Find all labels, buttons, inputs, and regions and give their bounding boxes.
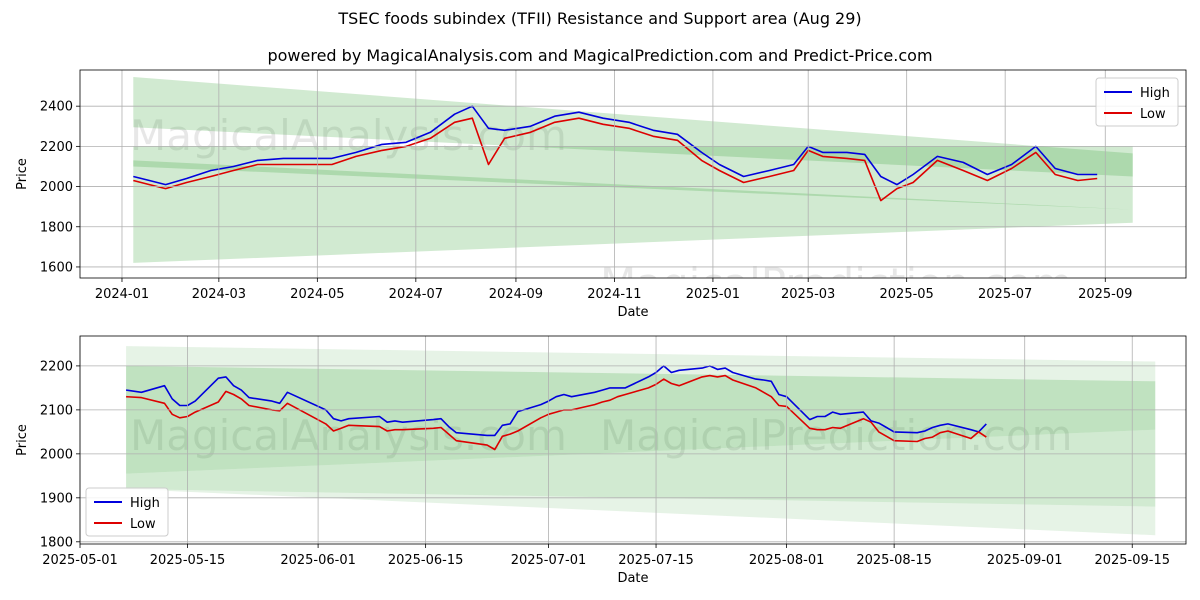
- x-tick-label: 2025-08-01: [749, 553, 825, 568]
- support-resistance-band: [126, 489, 1156, 536]
- x-tick-label: 2024-01: [95, 287, 149, 302]
- legend: High Low: [1095, 77, 1179, 127]
- legend-label-low: Low: [1140, 107, 1166, 122]
- x-tick-label: 2025-09: [1078, 287, 1132, 302]
- legend: High Low: [85, 487, 169, 537]
- x-axis-label: Date: [617, 571, 648, 586]
- y-tick-label: 2100: [40, 403, 73, 418]
- watermark-text: MagicalPrediction.com: [600, 411, 1073, 460]
- y-tick-label: 2200: [40, 140, 73, 155]
- chart-title: TSEC foods subindex (TFII) Resistance an…: [338, 9, 862, 28]
- y-tick-label: 1800: [40, 535, 73, 550]
- x-tick-label: 2025-09-15: [1094, 553, 1170, 568]
- watermark-text: MagicalAnalysis.com: [130, 111, 567, 160]
- support-resistance-band: [133, 146, 1133, 263]
- chart-panel-1: MagicalAnalysis.com MagicalPrediction.com…: [15, 69, 1187, 320]
- x-tick-label: 2025-03: [781, 287, 835, 302]
- x-tick-label: 2024-03: [192, 287, 246, 302]
- x-tick-label: 2025-05: [880, 287, 934, 302]
- y-tick-label: 2400: [40, 100, 73, 115]
- x-tick-label: 2025-05-01: [42, 553, 118, 568]
- x-tick-label: 2024-11: [587, 287, 641, 302]
- series-line-high: [133, 105, 1098, 186]
- y-tick-label: 1800: [40, 220, 73, 235]
- x-tick-label: 2025-06-01: [280, 553, 356, 568]
- chart-panel-2: MagicalAnalysis.com MagicalPrediction.com…: [15, 335, 1187, 586]
- support-resistance-band: [126, 365, 1156, 474]
- x-tick-label: 2025-01: [686, 287, 740, 302]
- x-tick-label: 2024-07: [389, 287, 443, 302]
- x-tick-label: 2025-05-15: [150, 553, 226, 568]
- chart-subtitle: powered by MagicalAnalysis.com and Magic…: [267, 46, 933, 65]
- x-axis-label: Date: [617, 305, 648, 320]
- support-resistance-band: [126, 346, 1156, 382]
- y-tick-label: 1600: [40, 260, 73, 275]
- y-axis-label: Price: [15, 158, 30, 190]
- series-line-high: [125, 365, 987, 437]
- x-tick-label: 2024-05: [290, 287, 344, 302]
- x-tick-label: 2025-09-01: [987, 553, 1063, 568]
- x-tick-label: 2024-09: [489, 287, 543, 302]
- support-resistance-band: [133, 77, 1133, 177]
- y-tick-label: 2000: [40, 180, 73, 195]
- y-tick-label: 1900: [40, 491, 73, 506]
- watermark-text: MagicalPrediction.com: [600, 259, 1073, 308]
- y-axis-label: Price: [15, 424, 30, 456]
- x-tick-label: 2025-07-15: [618, 553, 694, 568]
- plot-area: MagicalAnalysis.com MagicalPrediction.com: [130, 77, 1133, 308]
- x-tick-label: 2025-08-15: [856, 553, 932, 568]
- support-resistance-band: [126, 429, 1156, 507]
- legend-label-high: High: [1140, 86, 1170, 101]
- legend-label-high: High: [130, 496, 160, 511]
- x-tick-label: 2025-07-01: [511, 553, 587, 568]
- plot-frame: [79, 335, 1187, 545]
- y-tick-label: 2000: [40, 447, 73, 462]
- support-resistance-band: [133, 160, 1133, 210]
- plot-frame: [79, 69, 1187, 279]
- y-tick-label: 2200: [40, 359, 73, 374]
- x-tick-label: 2025-06-15: [388, 553, 464, 568]
- series-line-low: [133, 117, 1098, 202]
- legend-label-low: Low: [130, 517, 156, 532]
- x-tick-label: 2025-07: [978, 287, 1032, 302]
